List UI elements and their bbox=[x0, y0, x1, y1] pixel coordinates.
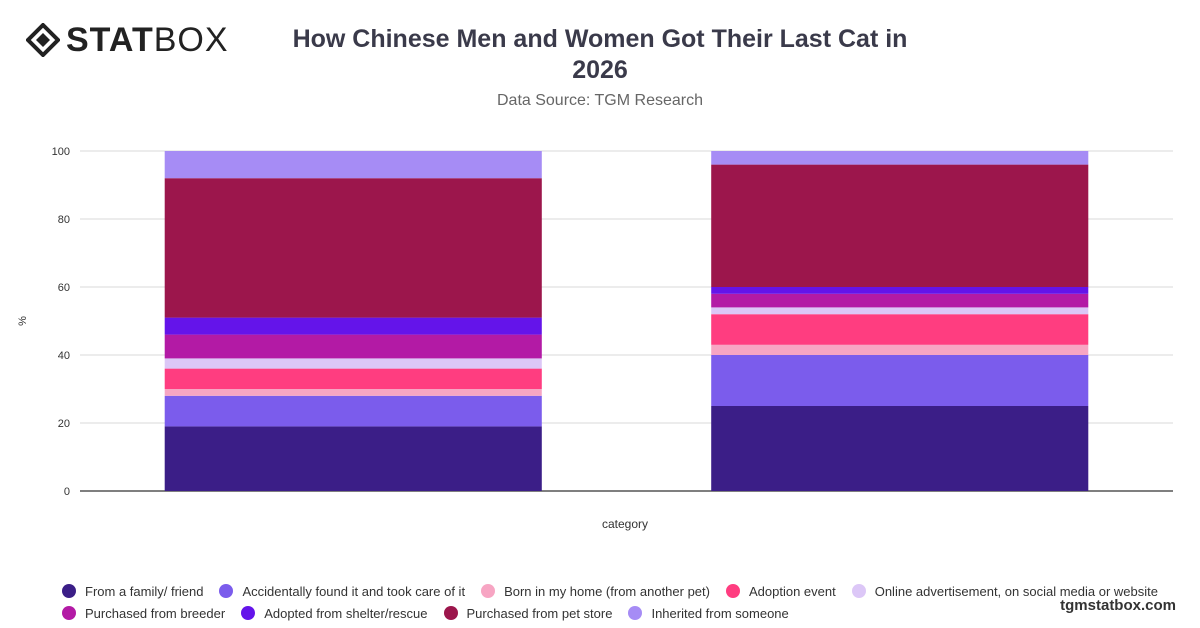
legend-item[interactable]: Inherited from someone bbox=[628, 605, 789, 621]
legend-item[interactable]: Purchased from pet store bbox=[443, 605, 613, 621]
bar-segment[interactable] bbox=[164, 178, 542, 318]
bar-segment[interactable] bbox=[711, 406, 1089, 491]
legend-swatch-icon bbox=[628, 606, 643, 620]
bar-segment[interactable] bbox=[711, 293, 1089, 308]
legend-label: Online advertisement, on social media or… bbox=[874, 583, 1158, 599]
title-line-1: How Chinese Men and Women Got Their Last… bbox=[292, 25, 908, 53]
legend-swatch-icon bbox=[62, 584, 76, 598]
legend-item[interactable]: Adopted from shelter/rescue bbox=[241, 605, 428, 621]
bar-segment[interactable] bbox=[164, 368, 542, 389]
bar-segment[interactable] bbox=[164, 395, 542, 427]
legend-item[interactable]: Born in my home (from another pet) bbox=[481, 584, 710, 599]
chart-subtitle: Data Source: TGM Research bbox=[496, 92, 703, 109]
y-tick-label: 20 bbox=[58, 418, 70, 430]
legend-label: Accidentally found it and took care of i… bbox=[242, 583, 466, 599]
legend-swatch-icon bbox=[851, 584, 866, 598]
y-axis-label: % bbox=[16, 316, 29, 326]
legend-row: From a family/ friend Accidentally found … bbox=[62, 580, 1162, 602]
y-tick-label: 0 bbox=[64, 486, 70, 498]
legend-label: Purchased from breeder bbox=[85, 605, 226, 621]
y-tick-label: 100 bbox=[52, 146, 70, 158]
bar-segment[interactable] bbox=[711, 355, 1089, 406]
bar-segment[interactable] bbox=[164, 426, 542, 491]
x-axis-label: category bbox=[601, 517, 649, 531]
legend-label: From a family/ friend bbox=[85, 583, 204, 599]
legend-label: Born in my home (from another pet) bbox=[504, 583, 710, 599]
bar-segment[interactable] bbox=[711, 307, 1089, 315]
bar-segment[interactable] bbox=[164, 358, 542, 369]
y-tick-label: 40 bbox=[58, 350, 70, 362]
legend-item[interactable]: Purchased from breeder bbox=[62, 606, 225, 621]
chart-legend: From a family/ friend Accidentally found … bbox=[62, 580, 1162, 624]
logo-wordmark: STATBOX bbox=[66, 21, 229, 59]
legend-item[interactable]: From a family/ friend bbox=[62, 584, 203, 599]
bar-segment[interactable] bbox=[164, 317, 542, 335]
legend-swatch-icon bbox=[481, 584, 496, 598]
legend-label: Purchased from pet store bbox=[466, 605, 613, 621]
chart-title: How Chinese Men and Women Got Their Last… bbox=[250, 24, 950, 86]
legend-swatch-icon bbox=[241, 606, 256, 620]
bar-segment[interactable] bbox=[164, 389, 542, 396]
legend-item[interactable]: Accidentally found it and took care of i… bbox=[219, 584, 465, 599]
legend-swatch-icon bbox=[443, 606, 458, 620]
legend-item[interactable]: Adoption event bbox=[725, 583, 836, 599]
bar-segment[interactable] bbox=[711, 287, 1089, 294]
legend-swatch-icon bbox=[219, 584, 234, 598]
bar-segment[interactable] bbox=[164, 334, 542, 359]
legend-item[interactable]: Online advertisement, on social media or… bbox=[851, 583, 1158, 599]
statbox-diamond-icon bbox=[26, 23, 60, 57]
title-line-2: 2026 bbox=[572, 56, 628, 84]
legend-label: Inherited from someone bbox=[651, 605, 789, 621]
legend-label: Adopted from shelter/rescue bbox=[264, 605, 428, 621]
bar-segment[interactable] bbox=[164, 151, 542, 179]
legend-row: Purchased from breeder Adopted from shelt… bbox=[62, 602, 1162, 624]
y-tick-label: 80 bbox=[58, 214, 70, 226]
bar-segment[interactable] bbox=[711, 344, 1089, 355]
bar-segment[interactable] bbox=[711, 164, 1089, 287]
y-tick-label: 60 bbox=[58, 282, 70, 294]
footer-site-url: tgmstatbox.com bbox=[1060, 597, 1176, 614]
legend-swatch-icon bbox=[62, 606, 76, 620]
bar-segment[interactable] bbox=[711, 314, 1089, 345]
legend-swatch-icon bbox=[725, 584, 740, 598]
bar-segment[interactable] bbox=[711, 151, 1089, 165]
statbox-logo: STATBOX bbox=[26, 22, 229, 58]
legend-label: Adoption event bbox=[748, 583, 836, 599]
